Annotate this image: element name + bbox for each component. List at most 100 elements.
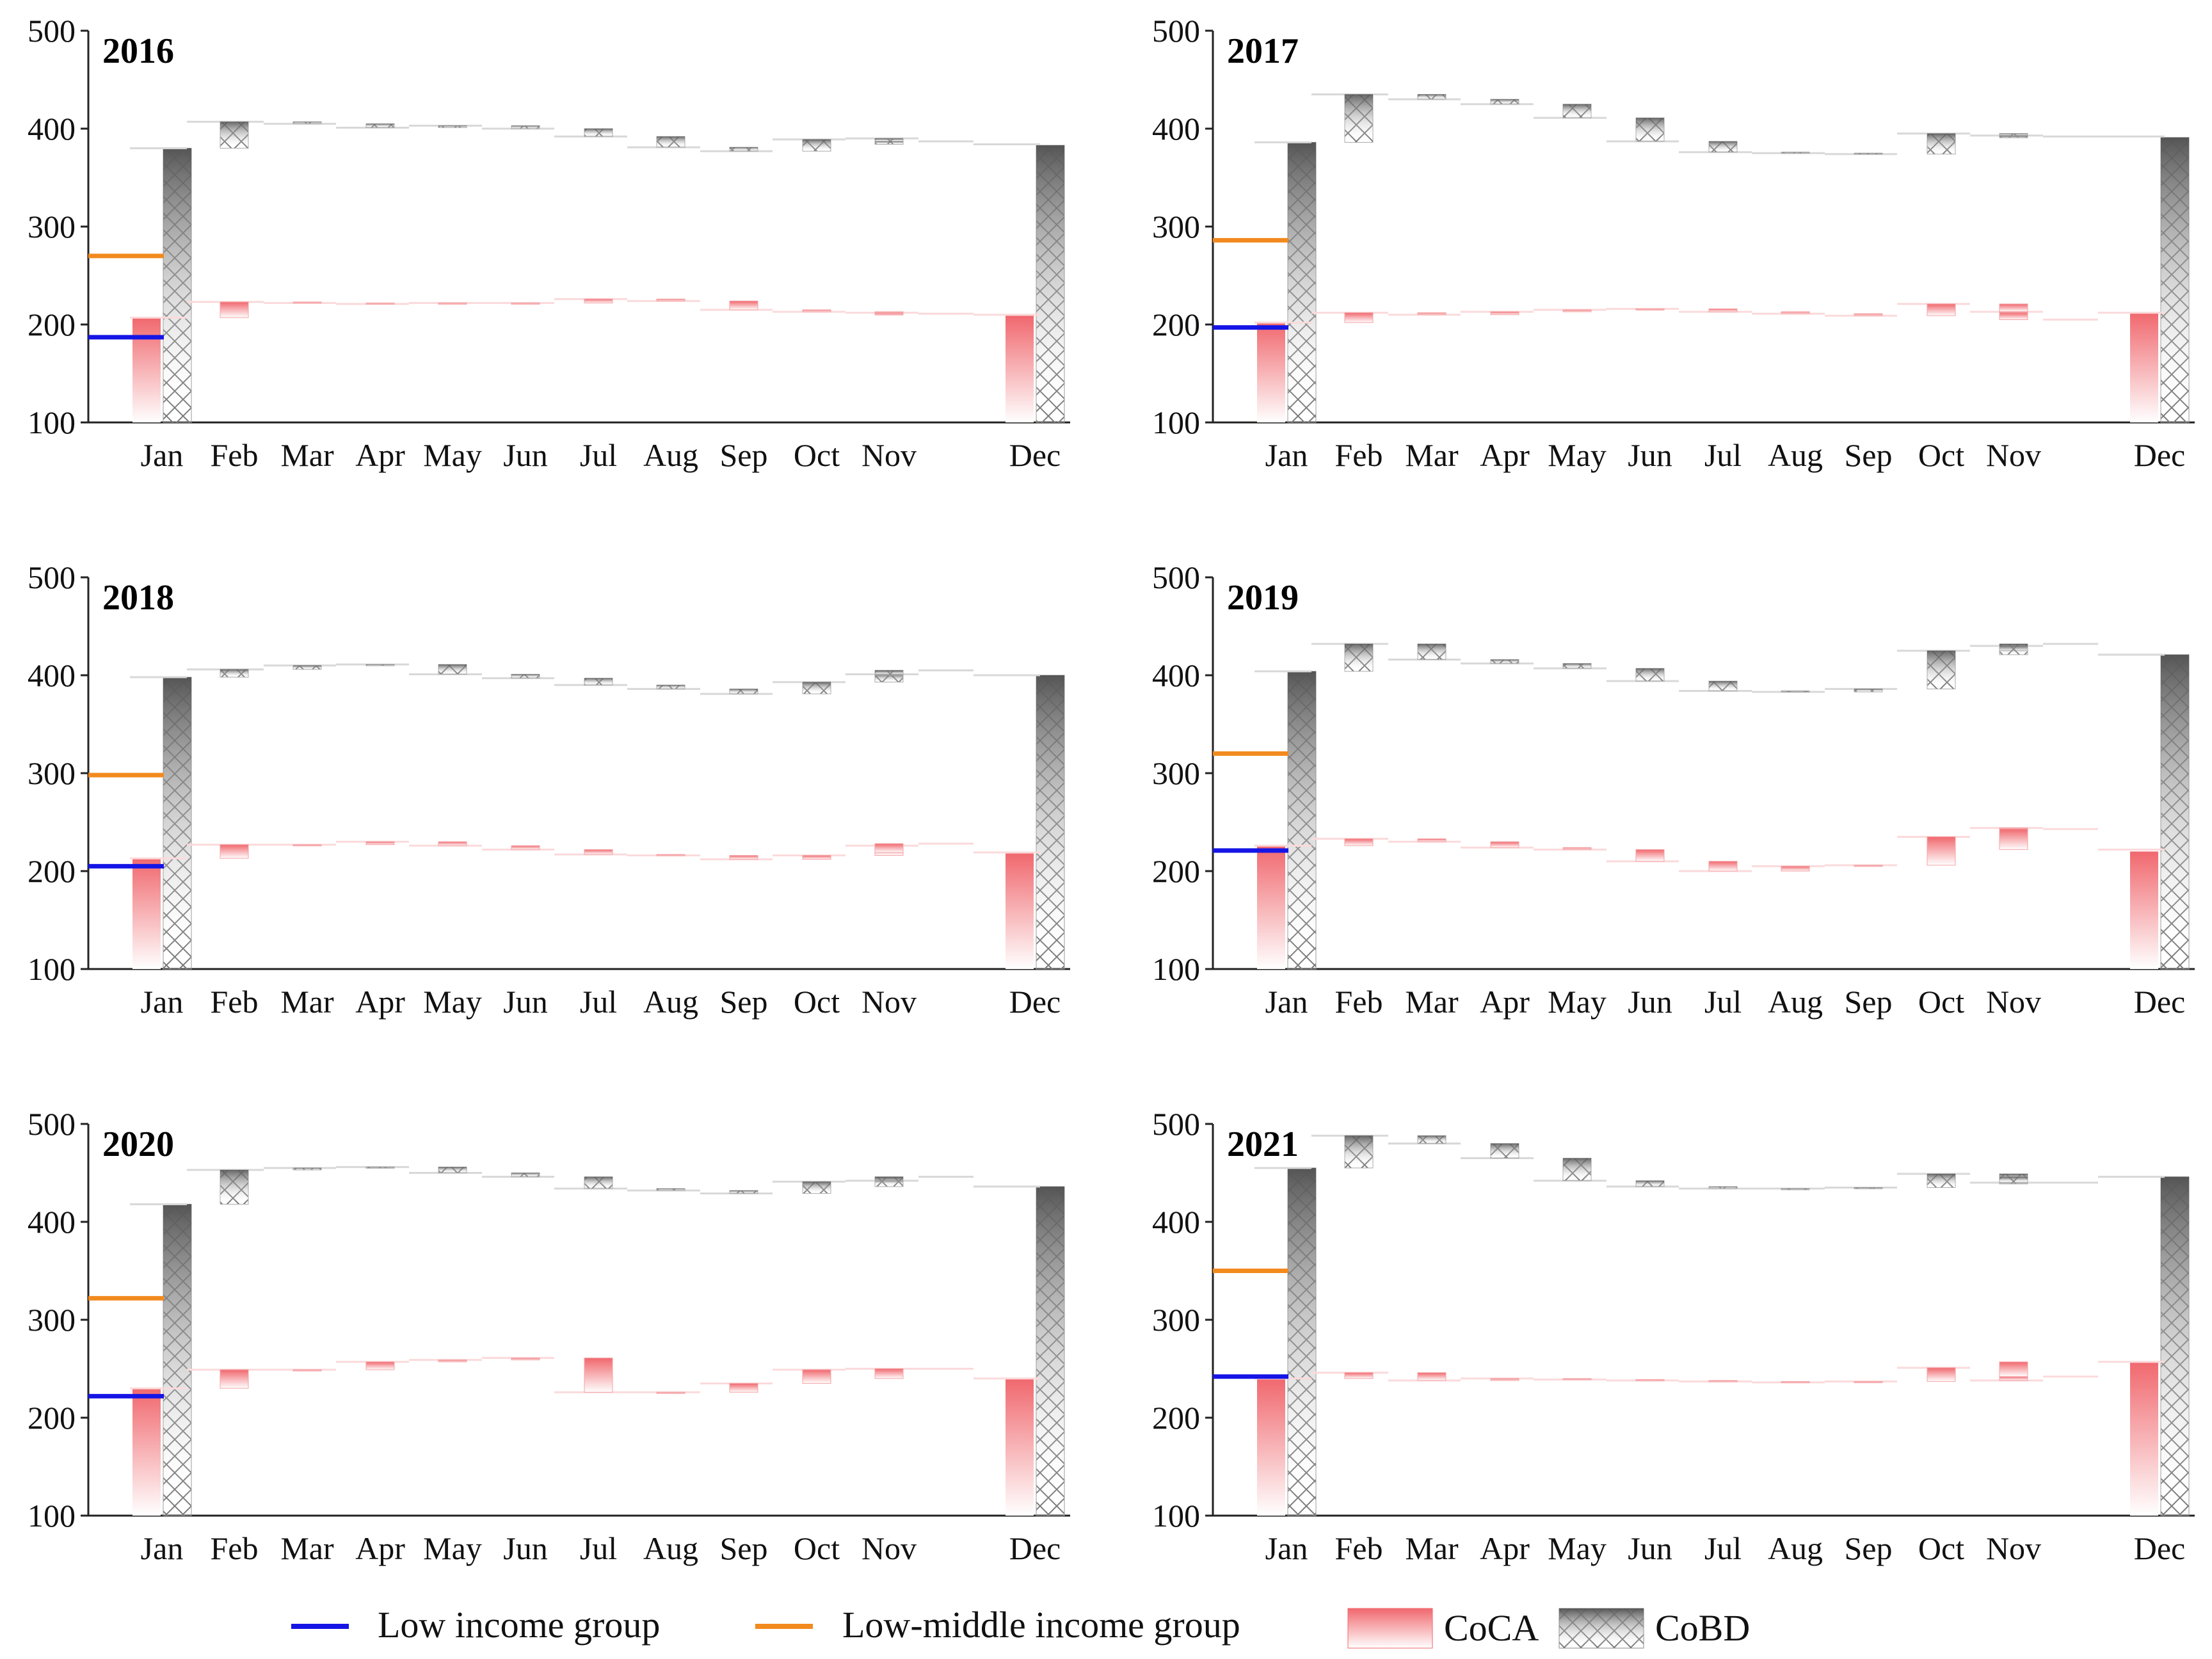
x-tick-label: Jun bbox=[503, 984, 547, 1020]
y-tick-label: 100 bbox=[28, 951, 76, 987]
coca-change-box bbox=[874, 313, 904, 316]
coca-change-box bbox=[1781, 1381, 1810, 1383]
y-tick-label: 500 bbox=[1152, 559, 1200, 595]
cobd-change-box bbox=[1781, 1188, 1809, 1190]
cobd-change-box bbox=[2000, 644, 2028, 655]
coca-dec-bar bbox=[1006, 853, 1034, 969]
chart-panel-2018: 100 200 300 400 500 Jan Feb Mar Apr May Jun Jul Aug S… bbox=[28, 559, 1070, 1020]
x-tick-label: Nov bbox=[862, 984, 917, 1020]
x-tick-label: Oct bbox=[1918, 1530, 1964, 1566]
x-tick-label: Nov bbox=[1986, 437, 2041, 473]
legend-coca-label: CoCA bbox=[1444, 1607, 1539, 1649]
legend-coca-swatch bbox=[1347, 1608, 1433, 1649]
coca-change-box bbox=[802, 1369, 831, 1384]
coca-change-box bbox=[584, 849, 613, 855]
x-tick-label: May bbox=[1548, 437, 1607, 473]
coca-change-box bbox=[220, 301, 249, 318]
legend: Low income group Low-middle income group… bbox=[291, 1604, 1750, 1649]
y-tick-label: 100 bbox=[1152, 1498, 1200, 1534]
cobd-change-box bbox=[803, 139, 831, 152]
coca-change-box bbox=[293, 301, 322, 304]
cobd-jan-bar bbox=[1288, 142, 1316, 423]
x-tick-label: Apr bbox=[1480, 437, 1530, 473]
cobd-change-box bbox=[1854, 689, 1882, 693]
coca-change-box bbox=[874, 843, 904, 853]
x-tick-label: Mar bbox=[1405, 437, 1459, 473]
cobd-change-box bbox=[1927, 1174, 1955, 1188]
coca-change-box bbox=[1344, 838, 1374, 846]
cobd-change-box bbox=[1781, 691, 1809, 693]
coca-change-box bbox=[729, 300, 758, 310]
y-tick-label: 300 bbox=[28, 209, 76, 244]
cobd-change-box bbox=[1345, 94, 1373, 143]
coca-change-box bbox=[365, 841, 395, 846]
coca-change-box bbox=[438, 1359, 467, 1363]
coca-change-box bbox=[1562, 1378, 1592, 1381]
x-tick-label: Oct bbox=[1918, 984, 1964, 1020]
x-tick-label: Jul bbox=[580, 437, 617, 473]
coca-change-box bbox=[1999, 1361, 2028, 1377]
legend-low-middle-income-label: Low-middle income group bbox=[842, 1604, 1240, 1646]
coca-change-box bbox=[1781, 311, 1810, 314]
cobd-change-box bbox=[1781, 152, 1809, 154]
cobd-change-box bbox=[1345, 1135, 1373, 1168]
cobd-change-box bbox=[1709, 141, 1737, 152]
cobd-change-box bbox=[438, 664, 467, 675]
y-tick-label: 400 bbox=[28, 657, 76, 693]
cobd-change-box bbox=[220, 122, 248, 148]
cobd-change-box bbox=[1854, 1187, 1882, 1189]
x-tick-label: Feb bbox=[1335, 1530, 1383, 1566]
x-tick-label: Jan bbox=[141, 1530, 184, 1566]
cobd-change-box bbox=[803, 1182, 831, 1194]
cobd-change-box bbox=[1418, 1135, 1446, 1144]
x-tick-label: Aug bbox=[1768, 437, 1823, 473]
x-tick-label: Dec bbox=[2134, 1530, 2186, 1566]
cobd-change-box bbox=[2000, 136, 2028, 138]
cobd-change-box bbox=[875, 1176, 903, 1187]
cobd-change-box bbox=[2000, 1182, 2028, 1184]
coca-change-box bbox=[1999, 312, 2028, 320]
x-tick-label: Jun bbox=[503, 1530, 547, 1566]
coca-change-box bbox=[1490, 841, 1519, 848]
cobd-change-box bbox=[1636, 668, 1664, 682]
cobd-change-box bbox=[366, 124, 394, 128]
y-tick-label: 400 bbox=[1152, 657, 1200, 693]
panel-title: 2016 bbox=[102, 31, 174, 71]
coca-change-box bbox=[1344, 312, 1374, 323]
legend-cobd-swatch bbox=[1559, 1608, 1644, 1648]
chart-panel-2019: 100 200 300 400 500 Jan Feb Mar Apr May Jun Jul Aug S… bbox=[1152, 559, 2195, 1020]
coca-change-box bbox=[1708, 309, 1738, 312]
y-tick-label: 200 bbox=[1152, 853, 1200, 889]
cobd-dec-bar bbox=[1036, 1186, 1064, 1516]
x-tick-label: Jul bbox=[580, 984, 617, 1020]
cobd-change-box bbox=[2000, 1176, 2028, 1183]
coca-change-box bbox=[1999, 303, 2028, 312]
cobd-change-box bbox=[584, 1176, 613, 1189]
cobd-change-box bbox=[1491, 99, 1519, 104]
x-tick-label: Jul bbox=[1704, 984, 1742, 1020]
x-tick-label: Jan bbox=[141, 437, 184, 473]
legend-low-income-label: Low income group bbox=[378, 1604, 660, 1646]
coca-dec-bar bbox=[2130, 1361, 2158, 1516]
y-tick-label: 400 bbox=[28, 1204, 76, 1240]
x-tick-label: Feb bbox=[1335, 437, 1383, 473]
chart-panel-2021: 100 200 300 400 500 Jan Feb Mar Apr May Jun Jul Aug S… bbox=[1152, 1106, 2195, 1566]
x-tick-label: May bbox=[423, 1530, 482, 1566]
coca-change-box bbox=[1490, 1378, 1519, 1381]
x-tick-label: Oct bbox=[1918, 437, 1964, 473]
x-tick-label: Feb bbox=[1335, 984, 1383, 1020]
x-tick-label: Feb bbox=[211, 984, 259, 1020]
coca-jan-bar bbox=[1257, 322, 1285, 422]
cobd-change-box bbox=[220, 1169, 248, 1205]
x-tick-label: Jun bbox=[1628, 1530, 1672, 1566]
coca-change-box bbox=[656, 854, 685, 856]
cobd-change-box bbox=[1491, 659, 1519, 664]
y-tick-label: 300 bbox=[1152, 755, 1200, 791]
coca-jan-bar bbox=[1257, 846, 1285, 969]
cobd-change-box bbox=[511, 125, 540, 129]
x-tick-label: Apr bbox=[1480, 1530, 1530, 1566]
y-tick-label: 300 bbox=[28, 1302, 76, 1338]
coca-change-box bbox=[1490, 311, 1519, 316]
cobd-jan-bar bbox=[163, 148, 191, 422]
